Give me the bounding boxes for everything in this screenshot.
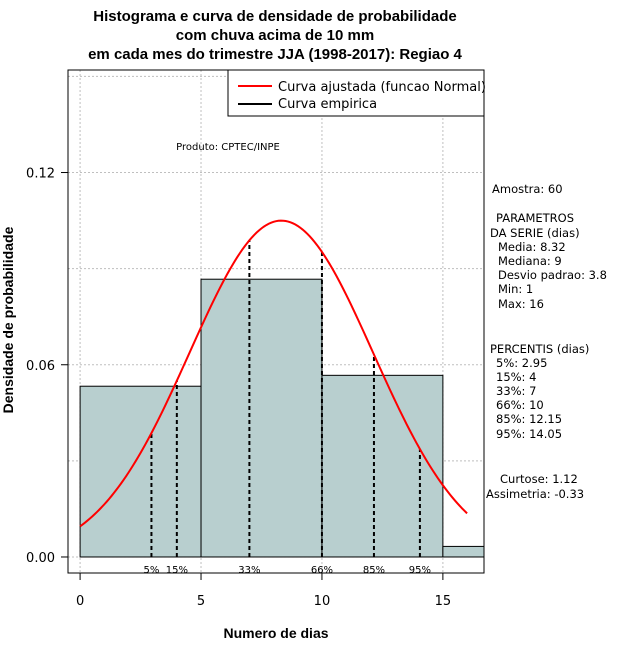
histogram-bar-0	[79, 385, 202, 558]
stat-parametros-title-2: DA SERIE (dias)	[490, 226, 580, 240]
stat-p5: 5%: 2.95	[496, 356, 547, 370]
stat-mediana: Mediana: 9	[498, 254, 562, 268]
y-axis-title: Densidade de probabilidade	[0, 226, 16, 413]
x-axis-title: Numero de dias	[223, 625, 328, 641]
stat-p95: 95%: 14.05	[496, 427, 562, 441]
x-tick-label-3: 15	[435, 594, 452, 609]
legend: Curva ajustada (funcao Normal) Curva emp…	[227, 69, 486, 117]
percentile-label-5: 95%	[409, 565, 431, 576]
chart-title-line-1: Histograma e curva de densidade de proba…	[93, 8, 456, 25]
stat-desvio: Desvio padrao: 3.8	[498, 268, 607, 282]
x-tick-label-1: 5	[197, 594, 205, 609]
histogram-bar-1	[200, 278, 323, 558]
stat-curtose: Curtose: 1.12	[500, 472, 578, 486]
stat-media: Media: 8.32	[498, 240, 566, 254]
stat-p33: 33%: 7	[496, 384, 536, 398]
stat-min: Min: 1	[498, 282, 533, 296]
fitted-curve-layer	[79, 219, 468, 528]
x-tick-label-2: 10	[314, 594, 331, 609]
legend-box	[227, 69, 485, 117]
stat-parametros-title-1: PARAMETROS	[496, 211, 574, 225]
percentile-label-0: 5%	[144, 565, 160, 576]
y-tick-label-2: 0.12	[26, 167, 55, 182]
y-tick-label-1: 0.06	[26, 359, 55, 374]
x-tick-label-0: 0	[76, 594, 84, 609]
percentile-label-1: 15%	[166, 565, 188, 576]
percentile-lines: 5% 15% 33% 66% 85% 95%	[144, 240, 431, 576]
stat-p85: 85%: 12.15	[496, 412, 562, 426]
chart-title-line-3: em cada mes do trimestre JJA (1998-2017)…	[88, 46, 462, 63]
stat-max: Max: 16	[498, 297, 544, 311]
histogram-bar-3	[442, 545, 485, 558]
stat-p15: 15%: 4	[496, 370, 536, 384]
product-label: Produto: CPTEC/INPE	[176, 142, 280, 153]
stats-panel: Amostra: 60 PARAMETROS DA SERIE (dias) M…	[486, 182, 607, 501]
stat-p66: 66%: 10	[496, 398, 544, 412]
fitted-curve-line	[79, 219, 468, 528]
chart-title-line-2: com chuva acima de 10 mm	[176, 27, 374, 44]
percentile-label-2: 33%	[238, 565, 260, 576]
histogram-bars	[79, 278, 485, 558]
stat-amostra: Amostra: 60	[492, 182, 563, 196]
percentile-label-3: 66%	[311, 565, 333, 576]
stat-percentis-title: PERCENTIS (dias)	[490, 342, 589, 356]
histogram-bar-2	[321, 374, 444, 558]
legend-label-fitted: Curva ajustada (funcao Normal)	[278, 80, 486, 95]
percentile-label-4: 85%	[363, 565, 385, 576]
legend-label-empirical: Curva empirica	[278, 97, 377, 112]
stat-assimetria: Assimetria: -0.33	[486, 487, 584, 501]
y-tick-label-0: 0.00	[26, 551, 55, 566]
